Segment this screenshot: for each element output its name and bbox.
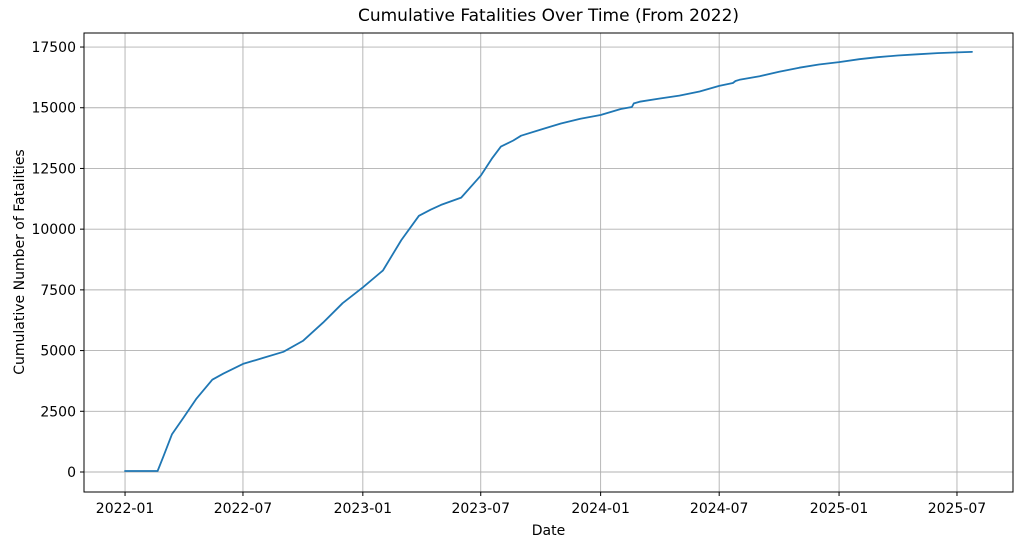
y-tick-label: 0 [67, 465, 76, 481]
y-tick-label: 12500 [31, 161, 76, 177]
chart-title: Cumulative Fatalities Over Time (From 20… [357, 6, 740, 26]
x-tick-label: 2025-01 [810, 501, 869, 517]
x-axis-label: Date [531, 523, 566, 539]
y-tick-label: 7500 [40, 283, 76, 299]
y-tick-label: 2500 [40, 404, 76, 420]
y-tick-label: 5000 [40, 344, 76, 360]
y-tick-label: 17500 [31, 40, 76, 56]
x-tick-label: 2023-07 [451, 501, 510, 517]
fatalities-line [124, 51, 973, 472]
x-tick-label: 2022-07 [214, 501, 273, 517]
x-tick-label: 2025-07 [928, 501, 987, 517]
y-tick-label: 15000 [31, 101, 76, 117]
x-tick-label: 2024-01 [571, 501, 630, 517]
plot-border [83, 32, 1014, 493]
x-tick-label: 2023-01 [334, 501, 393, 517]
y-tick-label: 10000 [31, 222, 76, 238]
y-axis-label: Cumulative Number of Fatalities [12, 149, 28, 375]
x-tick-label: 2024-07 [690, 501, 749, 517]
x-tick-label: 2022-01 [96, 501, 155, 517]
